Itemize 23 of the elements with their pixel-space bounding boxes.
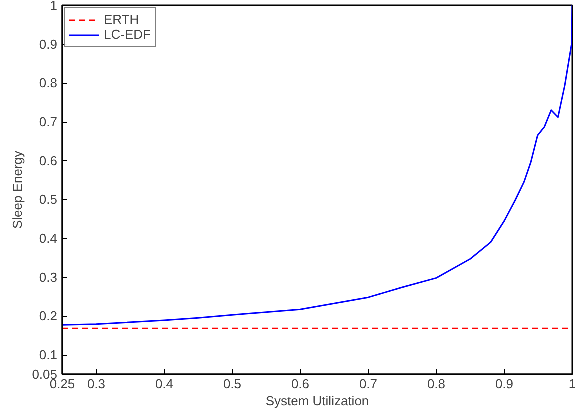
y-tick-label: 0.1	[39, 348, 58, 363]
y-tick-label: 0.5	[39, 192, 58, 208]
x-tick-label: 0.9	[495, 376, 514, 392]
legend-label: LC-EDF	[104, 27, 151, 42]
y-tick-label: 0.4	[39, 231, 58, 246]
y-tick-label: 0.9	[39, 36, 58, 52]
x-tick-label: 0.7	[359, 376, 378, 392]
x-tick-label: 0.6	[291, 376, 310, 392]
y-tick-label: 0.6	[39, 153, 58, 168]
y-tick-label: 0.8	[39, 76, 58, 91]
x-tick-label: 0.5	[223, 376, 242, 392]
y-tick-label: 0.7	[39, 114, 58, 130]
x-tick-label: 0.3	[87, 376, 106, 392]
legend-label: ERTH	[104, 12, 140, 27]
y-tick-label: 0.2	[39, 308, 58, 324]
y-tick-label: 1	[50, 0, 58, 13]
x-axis-title: System Utilization	[266, 394, 370, 408]
line-series	[62, 6, 572, 326]
y-tick-label: 0.3	[39, 270, 58, 285]
x-tick-label: 0.8	[427, 376, 446, 392]
y-axis-title: Sleep Energy	[10, 150, 26, 230]
x-tick-label: 0.4	[155, 376, 174, 392]
x-tick-label: 1	[568, 376, 576, 392]
